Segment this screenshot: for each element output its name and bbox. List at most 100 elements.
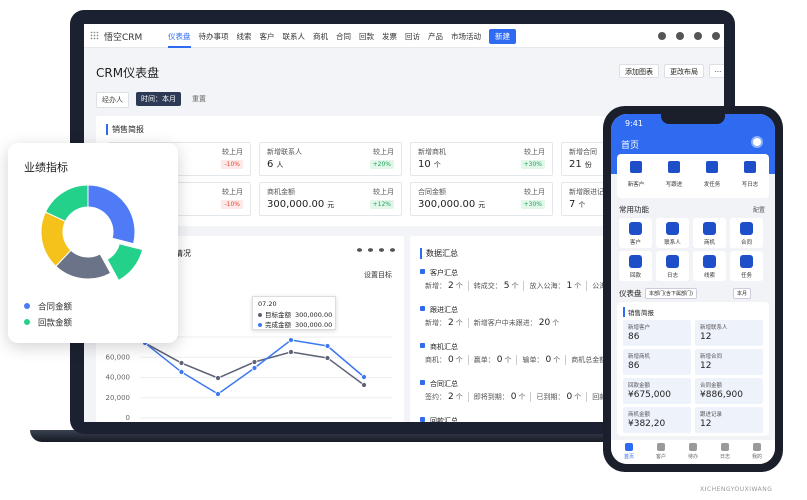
item-value: 0: [496, 355, 503, 365]
quick-label[interactable]: 写跟进: [665, 182, 683, 188]
nav-item[interactable]: 客户: [259, 32, 275, 41]
item-unit: 个: [455, 319, 463, 327]
nav-icon[interactable]: [712, 32, 720, 40]
chart-link[interactable]: 设置目标: [364, 271, 392, 279]
new-button[interactable]: 新建: [489, 29, 516, 44]
pie-slice: [106, 243, 144, 282]
nav-item[interactable]: 仪表盘: [168, 31, 191, 48]
stat-compare: 较上月: [222, 188, 243, 196]
panel-icons[interactable]: [354, 246, 398, 254]
item-unit: 个: [455, 356, 463, 364]
phone-stat: 新增合同 12: [695, 349, 763, 375]
stat-number: 10: [418, 159, 431, 170]
quick-icon[interactable]: [706, 161, 718, 173]
quick-label[interactable]: 发任务: [703, 182, 721, 188]
summary-item: 赢单： 0 个: [467, 355, 517, 365]
avatar: [751, 136, 763, 148]
tooltip-date: 07.20: [258, 300, 277, 308]
app-tile[interactable]: 任务: [730, 251, 763, 281]
summary-item: 回款: [586, 392, 611, 402]
legend-label: 回款金额: [38, 318, 73, 329]
app-tile[interactable]: 商机: [693, 218, 726, 248]
action-button[interactable]: 更改布局: [664, 64, 704, 78]
app-tile[interactable]: 日志: [656, 251, 689, 281]
item-value: 0: [545, 355, 552, 365]
tooltip-row: 目标金额 300,000.00: [258, 309, 332, 319]
app-tile[interactable]: 线索: [693, 251, 726, 281]
app-label: 联系人: [664, 240, 681, 246]
legend-marker: [24, 319, 30, 325]
app-icon: [666, 255, 679, 268]
item-value: 2: [448, 392, 454, 402]
tooltip-value: 300,000.00: [295, 311, 333, 319]
y-tick-label: 20,000: [106, 394, 131, 402]
stat-label: 新增客户: [628, 325, 651, 331]
stat-compare: 较上月: [524, 188, 545, 196]
tooltip-name: 完成金额: [265, 321, 291, 329]
stat-card: 新增商机 10 个 较上月 +30%: [410, 142, 553, 176]
item-unit: 个: [553, 356, 561, 364]
section-icon: [420, 269, 425, 274]
item-value: 2: [448, 318, 454, 328]
app-label: 日志: [666, 273, 678, 279]
owner-filter[interactable]: 经办人: [96, 92, 129, 108]
tab-icon[interactable]: [753, 443, 761, 451]
summary-item: 新增： 2 个: [420, 281, 468, 291]
quick-icon[interactable]: [630, 161, 642, 173]
item-unit: 个: [511, 282, 519, 290]
item-value: 0: [566, 392, 573, 402]
action-button[interactable]: 添加图表: [619, 64, 659, 78]
config-link[interactable]: 配置: [752, 207, 765, 214]
quick-icon[interactable]: [668, 161, 680, 173]
stat-value: 86: [628, 361, 640, 371]
summary-item: 放入公海： 1 个: [523, 281, 586, 291]
stat-label: 新增合同: [700, 354, 723, 360]
nav-icon[interactable]: [658, 32, 666, 40]
nav-item[interactable]: 联系人: [282, 32, 306, 41]
brand: 悟空CRM: [104, 33, 143, 43]
series-point: [288, 337, 294, 343]
tab-label[interactable]: 客户: [655, 454, 666, 460]
action-button[interactable]: ···: [709, 64, 724, 78]
app-tile[interactable]: 客户: [619, 218, 652, 248]
item-label: 即将到期：: [473, 393, 509, 401]
period-select[interactable]: 本月: [733, 288, 752, 299]
time-filter[interactable]: 时间：本月: [136, 92, 181, 106]
tab-label[interactable]: 我的: [751, 454, 762, 460]
app-icon: [703, 255, 716, 268]
nav-item[interactable]: 待办事项: [198, 32, 229, 41]
scope-select[interactable]: 本部门(含下属部门): [645, 288, 697, 299]
tab-label[interactable]: 日志: [719, 454, 730, 460]
tab-icon[interactable]: [657, 443, 665, 451]
quick-icon[interactable]: [744, 161, 756, 173]
nav-item[interactable]: 合同: [336, 32, 351, 41]
app-tile[interactable]: 联系人: [656, 218, 689, 248]
stat-unit: 元: [478, 201, 486, 209]
stat-value: ¥886,900: [700, 390, 743, 400]
app-tile[interactable]: 回款: [619, 251, 652, 281]
nav-icon[interactable]: [694, 32, 702, 40]
tab-label[interactable]: 待办: [687, 454, 698, 460]
tab-icon[interactable]: [721, 443, 729, 451]
nav-item[interactable]: 商机: [313, 32, 328, 41]
nav-item[interactable]: 回访: [405, 32, 420, 41]
nav-icon[interactable]: [676, 32, 684, 40]
tab-icon[interactable]: [689, 443, 697, 451]
nav-item[interactable]: 市场活动: [451, 32, 481, 41]
tab-label[interactable]: 首页: [623, 454, 634, 460]
phone-stat: 新增客户 86: [623, 320, 691, 346]
page-title: CRM仪表盘: [96, 66, 160, 80]
reset-button[interactable]: 重置: [192, 95, 206, 103]
quick-label[interactable]: 写日志: [741, 182, 759, 188]
tab-icon[interactable]: [625, 443, 633, 451]
item-value: 1: [566, 281, 573, 291]
app-tile[interactable]: 合同: [730, 218, 763, 248]
nav-item[interactable]: 产品: [428, 32, 443, 41]
nav-item[interactable]: 发票: [382, 32, 397, 41]
stat-label: 新增联系人: [700, 325, 728, 331]
quick-label[interactable]: 新客户: [627, 182, 645, 188]
nav-item[interactable]: 线索: [236, 32, 252, 41]
nav-item[interactable]: 回款: [359, 32, 374, 41]
